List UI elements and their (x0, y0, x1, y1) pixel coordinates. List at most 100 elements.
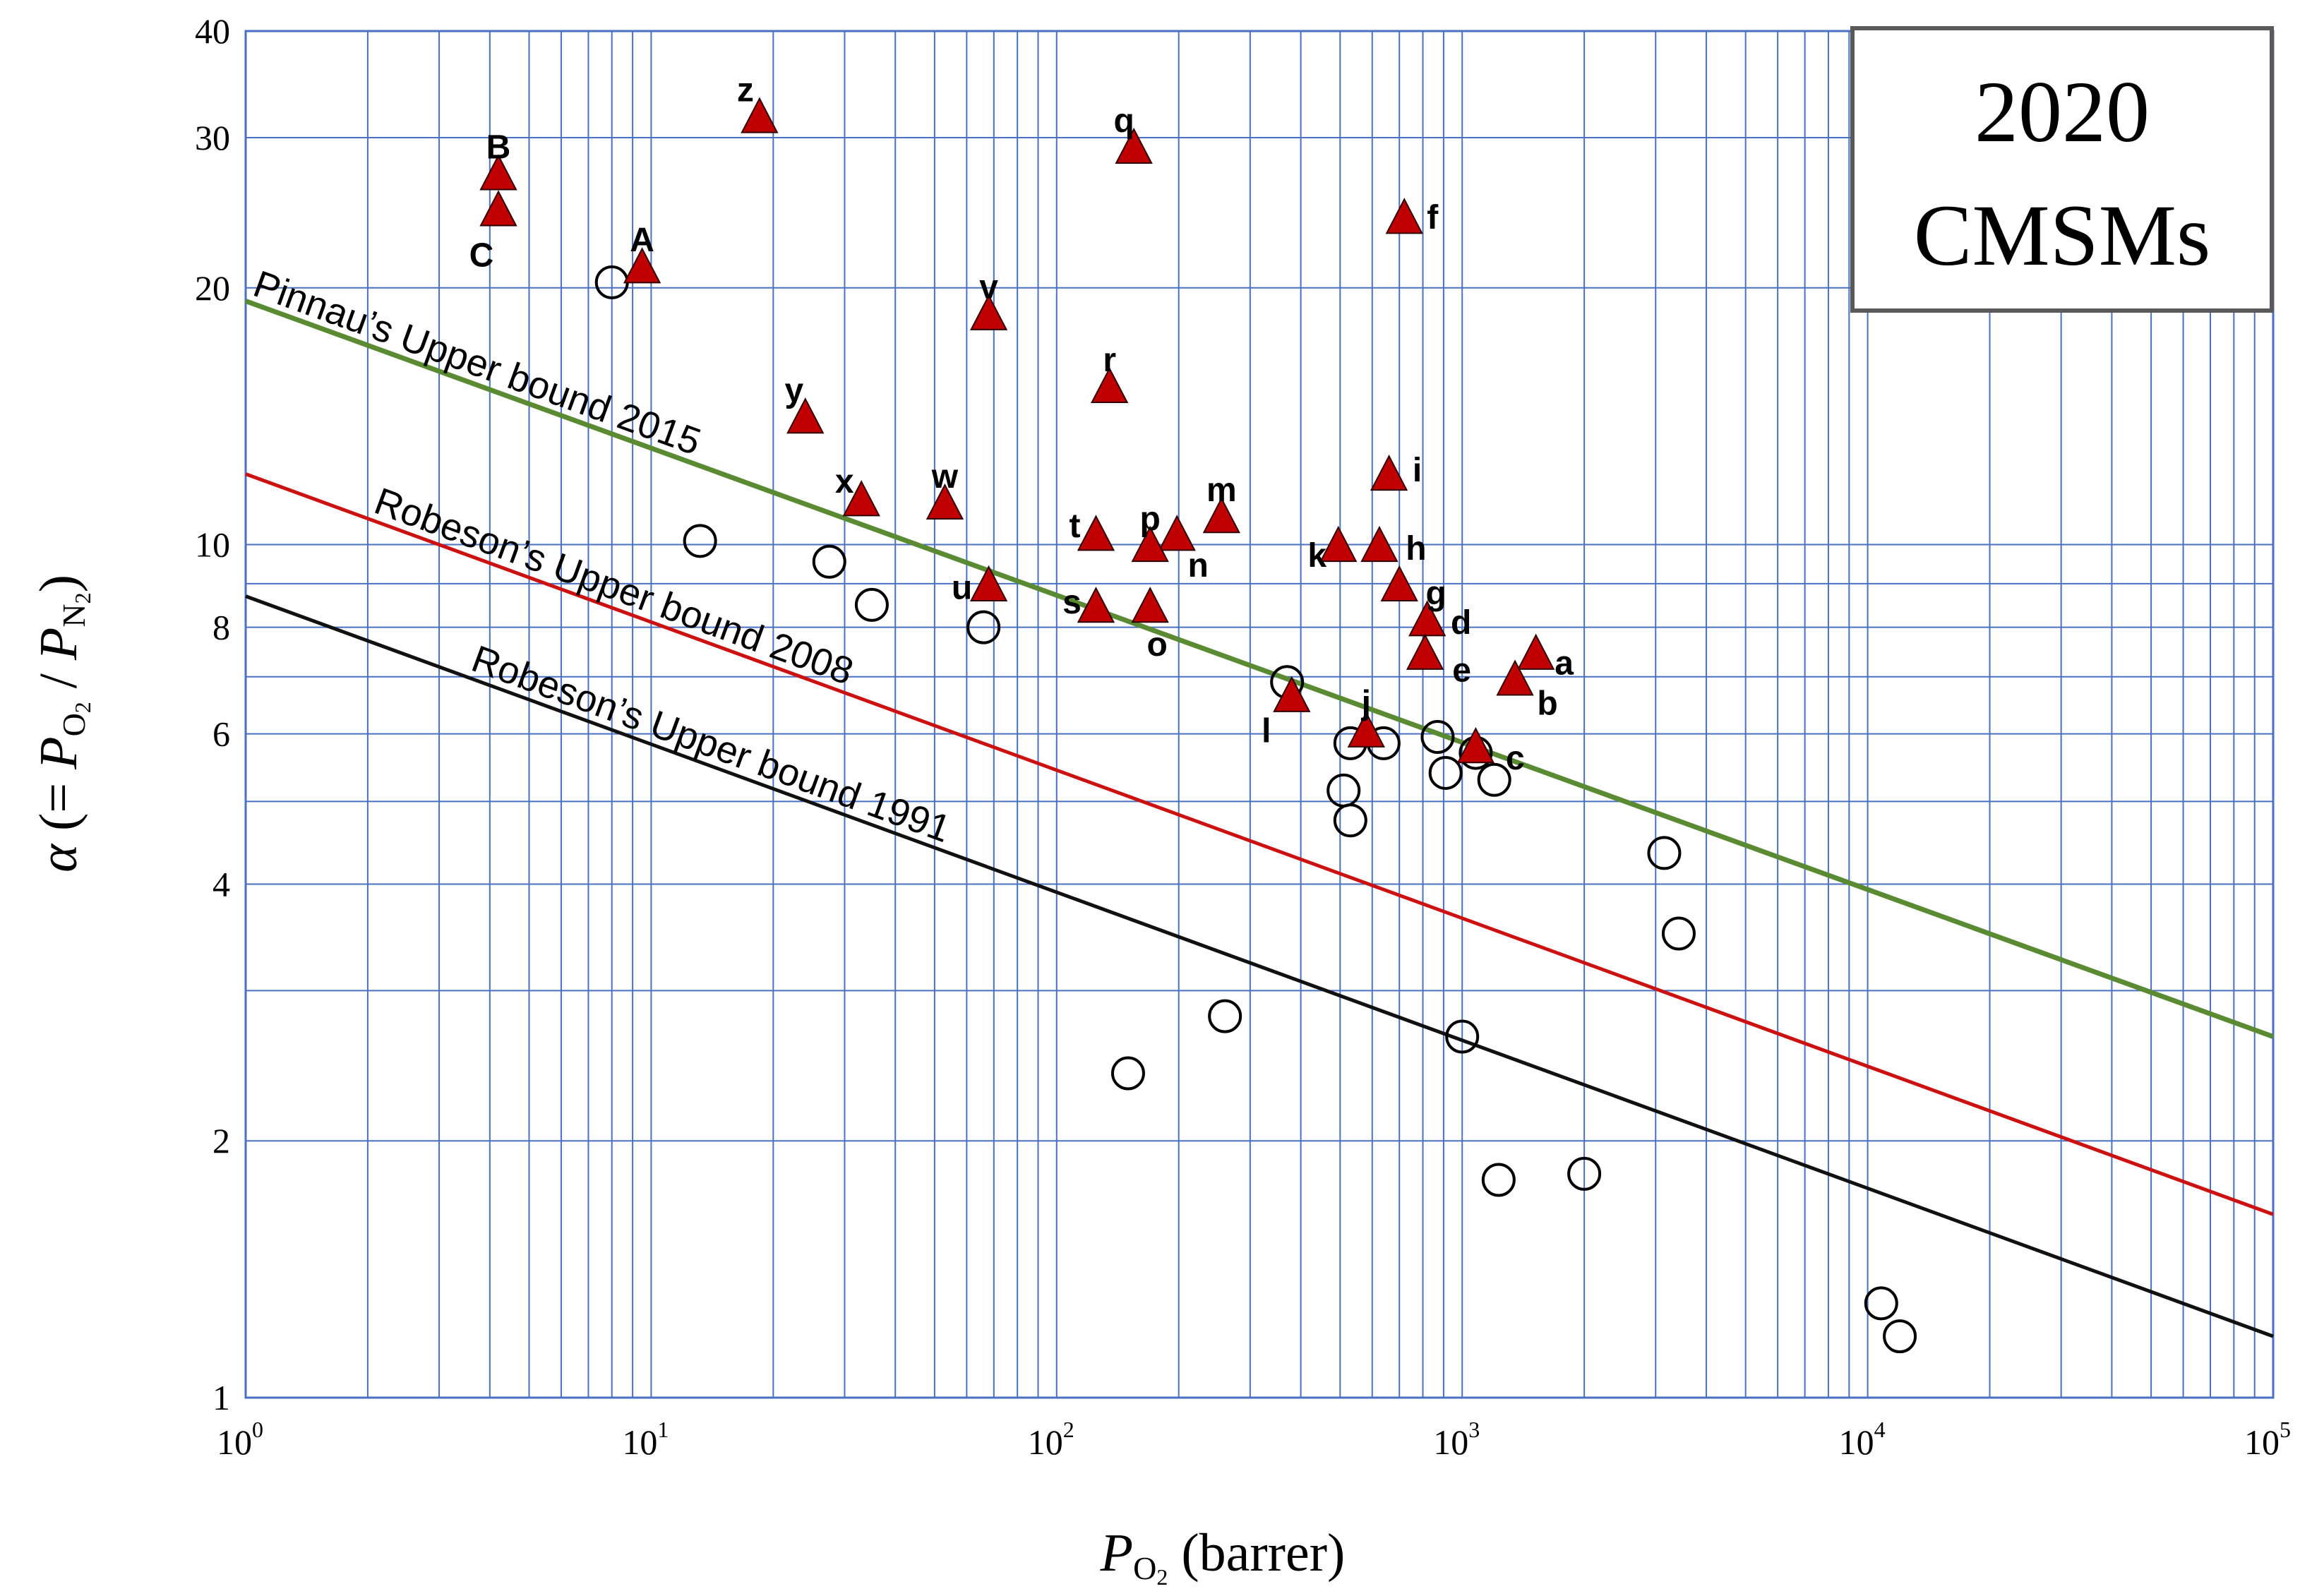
y-tick-label: 40 (195, 11, 230, 51)
cmsm-point-r (1091, 366, 1129, 404)
cmsm-point-n (1158, 515, 1196, 551)
point-label-v: v (979, 269, 998, 306)
cmsm-point-g (1380, 565, 1418, 601)
literature-point (1208, 999, 1242, 1033)
cmsm-point-s (1077, 587, 1115, 623)
literature-point (1420, 720, 1455, 755)
y-tick-label: 2 (212, 1121, 230, 1160)
point-label-t: t (1069, 508, 1080, 545)
x-tick-label: 105 (2244, 1417, 2291, 1462)
cmsm-point-h (1360, 525, 1398, 563)
literature-point (1333, 803, 1367, 838)
annotation-box-line2: CMSMs (1914, 187, 2210, 284)
point-label-r: r (1103, 342, 1116, 379)
bound-line-2 (245, 594, 2274, 1338)
point-label-g: g (1426, 575, 1446, 613)
cmsm-point-i (1370, 454, 1408, 491)
cmsm-point-m (1202, 497, 1240, 534)
point-label-a: a (1555, 645, 1574, 683)
point-label-q: q (1113, 102, 1134, 140)
cmsm-point-c (1456, 727, 1495, 764)
literature-point (1567, 1156, 1602, 1191)
y-tick-label: 20 (195, 268, 230, 308)
point-label-y: y (784, 372, 803, 409)
y-axis-title: α (= PO2 / PN2) (29, 575, 95, 872)
bound-line-1 (245, 472, 2274, 1216)
cmsm-point-A (623, 247, 661, 284)
literature-point (1110, 1056, 1145, 1091)
point-label-m: m (1206, 472, 1237, 509)
literature-point (683, 524, 717, 558)
annotation-box-frame (1850, 26, 2274, 313)
literature-point (1883, 1319, 1917, 1354)
x-tick-label: 100 (217, 1417, 263, 1462)
cmsm-point-p (1131, 525, 1169, 563)
point-label-j: j (1361, 685, 1371, 722)
point-label-w: w (931, 458, 959, 496)
cmsm-point-x (842, 480, 880, 517)
cmsm-point-w (926, 483, 964, 520)
point-label-B: B (486, 128, 511, 166)
y-tick-label: 6 (212, 714, 230, 754)
point-label-l: l (1262, 713, 1271, 750)
literature-point (1661, 916, 1696, 951)
plot-area-frame (244, 30, 2275, 1399)
point-label-C: C (469, 236, 494, 274)
literature-point (1647, 836, 1682, 870)
point-label-p: p (1140, 500, 1161, 538)
cmsm-point-o (1131, 587, 1169, 623)
literature-point (966, 610, 1001, 644)
cmsm-point-u (969, 565, 1008, 601)
grid (246, 31, 2273, 1398)
point-label-u: u (952, 570, 972, 607)
upper-bound-lines (244, 299, 2275, 1338)
x-tick-labels: 100 101 102 103 104 105 (217, 1417, 2291, 1462)
point-label-d: d (1451, 604, 1471, 642)
cmsm-point-v (969, 294, 1008, 330)
point-label-A: A (630, 222, 654, 259)
cmsm-data-points (479, 97, 1555, 764)
y-tick-labels: 1 2 4 6 8 10 20 30 40 (195, 11, 230, 1417)
annotation-box: 2020 CMSMs (1850, 26, 2274, 313)
point-label-h: h (1406, 530, 1426, 568)
cmsm-point-k (1319, 525, 1358, 563)
cmsm-point-B (479, 154, 517, 191)
cmsm-point-C (479, 190, 517, 227)
y-tick-label: 1 (212, 1378, 230, 1417)
y-tick-label: 8 (212, 608, 230, 647)
x-tick-label: 102 (1028, 1417, 1074, 1462)
literature-point (1428, 755, 1463, 790)
cmsm-point-e (1406, 633, 1444, 670)
cmsm-point-l (1273, 676, 1311, 712)
point-label-s: s (1062, 584, 1082, 621)
cmsm-point-y (786, 397, 825, 434)
point-label-z: z (737, 71, 754, 109)
point-label-f: f (1427, 199, 1439, 236)
y-tick-label: 10 (195, 525, 230, 565)
cmsm-point-z (741, 97, 779, 133)
point-label-n: n (1188, 547, 1209, 584)
cmsm-point-f (1385, 198, 1423, 234)
literature-point (1445, 1019, 1480, 1054)
literature-point (1864, 1286, 1898, 1321)
cmsm-point-q (1115, 127, 1153, 164)
bound-line-0 (244, 299, 2275, 1039)
x-tick-label: 101 (622, 1417, 669, 1462)
x-tick-label: 104 (1839, 1417, 1886, 1462)
x-tick-label: 103 (1433, 1417, 1480, 1462)
point-label-e: e (1452, 652, 1471, 690)
point-label-x: x (835, 463, 854, 500)
point-label-o: o (1147, 626, 1168, 664)
literature-point (812, 544, 846, 579)
cmsm-point-d (1408, 600, 1446, 637)
cmsm-point-b (1496, 659, 1534, 696)
cmsm-point-j (1347, 711, 1385, 748)
x-axis-title: PO2 (barrer) (1100, 1523, 1346, 1590)
literature-point (854, 587, 889, 622)
y-tick-label: 4 (212, 864, 230, 904)
point-label-b: b (1537, 685, 1557, 722)
literature-point (1477, 762, 1511, 797)
y-tick-label: 30 (195, 118, 230, 157)
annotation-box-line1: 2020 (1975, 64, 2150, 160)
